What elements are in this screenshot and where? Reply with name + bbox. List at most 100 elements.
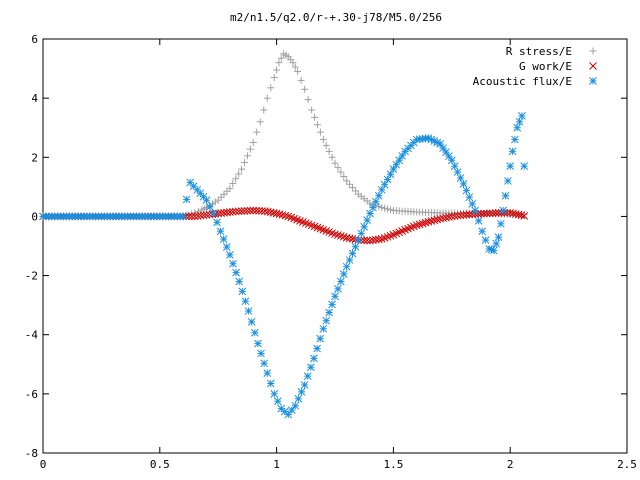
data-point	[363, 216, 371, 224]
data-point	[217, 193, 225, 201]
data-point	[291, 63, 299, 71]
y-tick-label: -8	[25, 447, 38, 460]
data-point	[459, 211, 468, 219]
data-point	[477, 209, 485, 218]
data-point	[377, 185, 386, 194]
data-point	[337, 168, 345, 176]
data-point	[395, 156, 404, 165]
legend-label: G work/E	[519, 60, 572, 73]
data-point	[266, 208, 275, 217]
data-point	[266, 379, 275, 388]
data-point	[273, 397, 282, 406]
data-point	[270, 390, 279, 398]
data-point	[325, 147, 333, 155]
data-point	[246, 206, 255, 215]
x-axis-ticks: 0 0.5 1 1.5 2 2.5	[40, 39, 637, 471]
data-point	[497, 219, 505, 228]
data-point	[257, 349, 265, 358]
data-point	[386, 170, 395, 179]
data-point	[468, 210, 477, 219]
data-point	[234, 207, 243, 216]
data-point	[240, 207, 249, 215]
data-point	[325, 308, 334, 317]
data-point	[213, 218, 221, 227]
data-point	[482, 209, 491, 218]
data-point	[386, 231, 395, 240]
data-point	[515, 117, 524, 126]
data-point	[247, 318, 256, 326]
data-point	[284, 410, 293, 419]
data-point	[316, 334, 325, 343]
data-point	[287, 406, 296, 414]
data-point	[439, 144, 447, 152]
data-point	[188, 212, 196, 221]
y-tick-label: -6	[25, 388, 38, 401]
data-point	[275, 59, 283, 67]
data-point	[349, 184, 357, 192]
data-point	[415, 220, 424, 229]
data-point	[331, 230, 339, 239]
data-point	[418, 219, 427, 228]
data-point	[226, 208, 234, 216]
data-point	[462, 186, 471, 195]
data-point	[310, 354, 318, 363]
data-point	[345, 256, 354, 264]
data-point	[179, 212, 188, 221]
series-2	[39, 112, 529, 419]
data-point	[392, 160, 401, 169]
data-point	[331, 159, 339, 167]
data-point	[241, 297, 250, 306]
data-point	[238, 165, 246, 173]
data-point	[216, 227, 225, 236]
data-point	[471, 210, 480, 218]
data-point	[263, 369, 272, 378]
data-point	[436, 140, 444, 148]
data-point	[328, 153, 336, 161]
data-point	[343, 177, 351, 185]
data-point	[277, 54, 285, 62]
y-tick-label: 2	[31, 151, 38, 164]
data-point	[250, 328, 259, 337]
data-point	[222, 243, 231, 251]
data-point	[232, 268, 240, 277]
data-point	[421, 218, 430, 227]
data-point	[322, 316, 331, 325]
data-point	[339, 232, 348, 241]
data-point	[485, 209, 494, 218]
data-point	[297, 388, 306, 396]
data-point	[442, 148, 450, 156]
data-point	[513, 123, 522, 132]
data-point	[462, 210, 471, 219]
data-point	[249, 206, 258, 215]
data-point	[363, 236, 371, 245]
data-point	[307, 363, 315, 372]
data-point	[243, 152, 251, 160]
x-tick-label: 0	[40, 458, 47, 471]
data-point	[246, 145, 254, 153]
data-point	[386, 206, 394, 214]
data-point	[339, 270, 348, 278]
data-point	[374, 235, 383, 244]
data-point	[281, 211, 290, 220]
data-point	[392, 229, 401, 238]
y-axis-ticks: -8 -6 -4 -2 0 2 4 6	[25, 33, 627, 460]
data-point	[289, 59, 297, 67]
data-point	[489, 246, 498, 255]
data-point	[238, 287, 247, 296]
data-point	[348, 249, 357, 258]
series-layer	[39, 50, 529, 419]
data-point	[311, 113, 319, 121]
data-point	[474, 217, 483, 225]
data-point	[313, 344, 321, 353]
data-point	[494, 233, 503, 241]
y-tick-label: 4	[31, 92, 38, 105]
data-point	[263, 207, 272, 216]
legend: R stress/E G work/E Acoustic flux/E	[473, 45, 597, 88]
data-point	[185, 212, 193, 221]
data-point	[504, 177, 512, 185]
data-point	[360, 222, 369, 231]
data-point	[244, 307, 253, 315]
legend-marker	[589, 62, 597, 70]
data-point	[471, 206, 480, 215]
data-point	[453, 168, 462, 176]
